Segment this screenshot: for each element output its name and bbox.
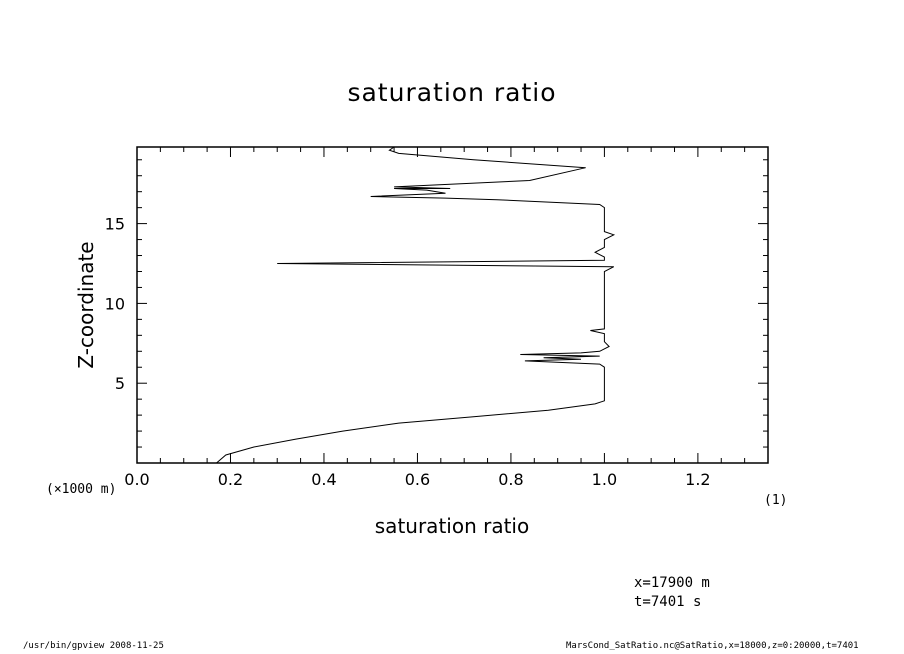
x-tick-label: 0.0 <box>124 470 149 489</box>
x-tick-label: 0.8 <box>498 470 523 489</box>
y-tick-label: 15 <box>105 215 125 234</box>
chart-title: saturation ratio <box>347 78 557 107</box>
x-tick-label: 1.0 <box>592 470 617 489</box>
tick-marks <box>136 147 769 463</box>
x-axis-unit: (1) <box>764 493 788 508</box>
y-tick-labels: 5 10 15 <box>105 215 125 394</box>
x-axis-label: saturation ratio <box>374 514 530 538</box>
y-tick-label: 5 <box>115 374 125 393</box>
saturation-ratio-profile-line <box>216 146 616 464</box>
x-position-annotation: x=17900 m <box>634 575 710 591</box>
plot-frame <box>136 146 769 464</box>
x-tick-label: 0.2 <box>218 470 243 489</box>
footer-data-source: MarsCond_SatRatio.nc@SatRatio,x=18000,z=… <box>566 641 859 651</box>
x-tick-labels: 0.0 0.2 0.4 0.6 0.8 1.0 1.2 <box>124 470 710 489</box>
y-tick-label: 10 <box>105 294 125 313</box>
x-tick-label: 1.2 <box>685 470 710 489</box>
x-tick-label: 0.6 <box>405 470 430 489</box>
y-axis-label: Z-coordinate <box>74 241 98 368</box>
footer-program-date: /usr/bin/gpview 2008-11-25 <box>23 641 164 651</box>
y-axis-unit: (×1000 m) <box>46 482 117 497</box>
x-tick-label: 0.4 <box>311 470 336 489</box>
time-annotation: t=7401 s <box>634 594 702 610</box>
